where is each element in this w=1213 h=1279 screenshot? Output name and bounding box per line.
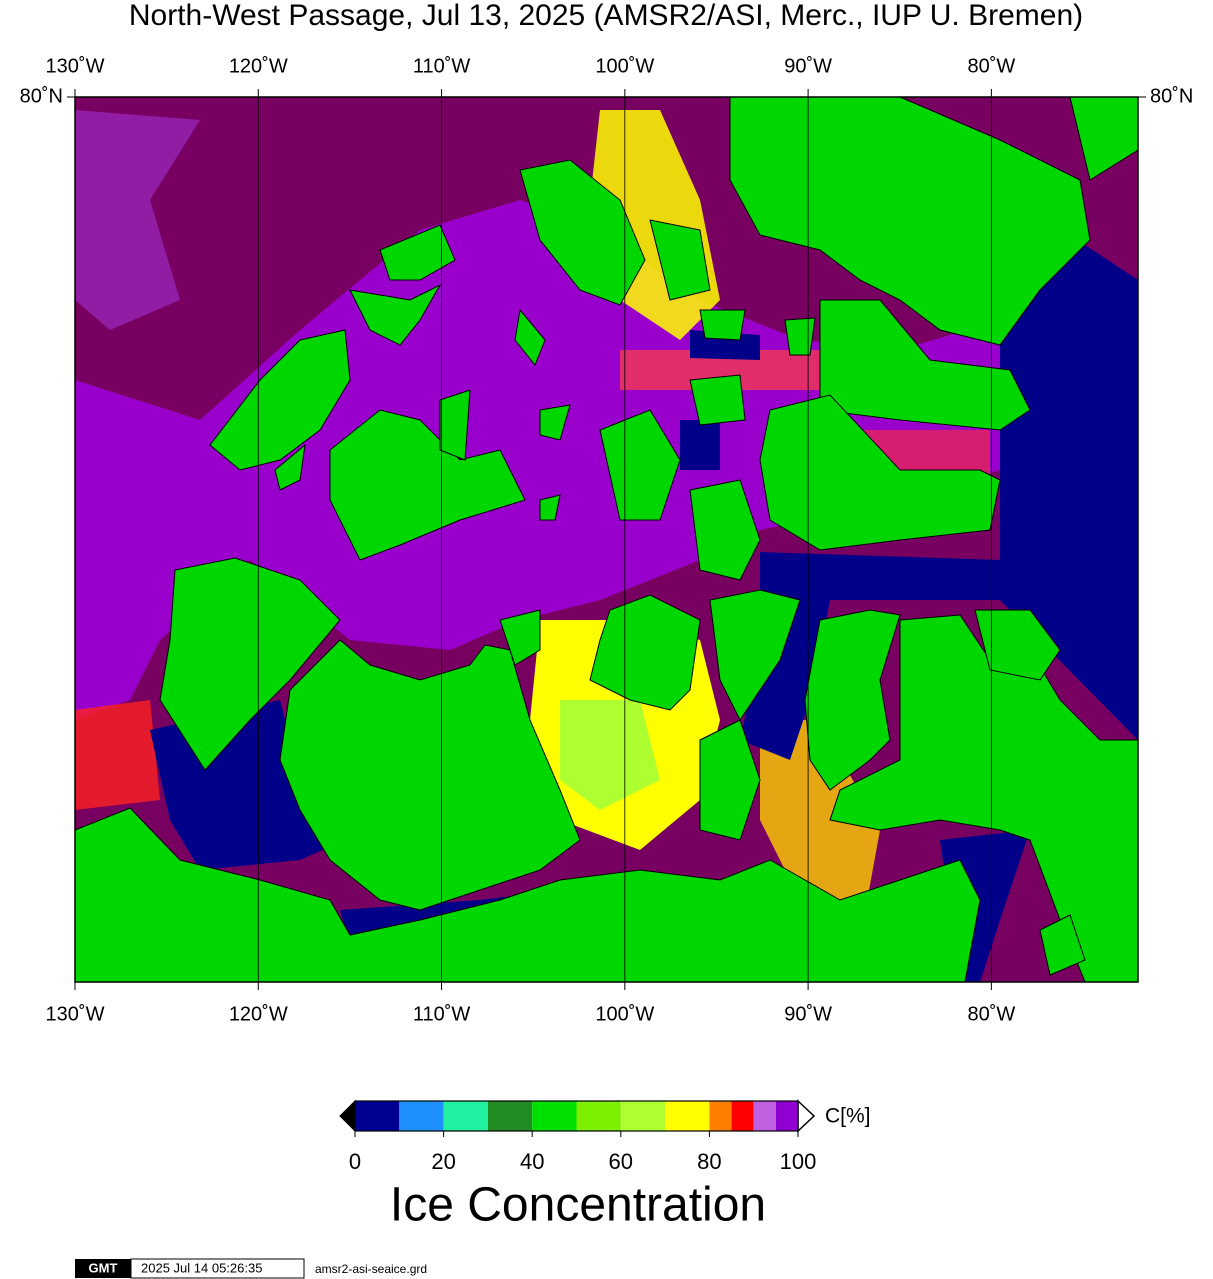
land bbox=[539, 404, 571, 441]
lon-tick-label: 100˚W bbox=[595, 55, 654, 77]
ice-region bbox=[560, 700, 660, 810]
lon-tick-label: 90˚W bbox=[784, 1003, 832, 1025]
open-water bbox=[740, 600, 830, 760]
source-file: amsr2-asi-seaice.grd bbox=[315, 1262, 427, 1276]
land bbox=[589, 594, 701, 711]
colorbar-tick-label: 0 bbox=[349, 1149, 361, 1174]
map-title: North-West Passage, Jul 13, 2025 (AMSR2/… bbox=[129, 0, 1083, 32]
land bbox=[649, 219, 711, 301]
land bbox=[759, 394, 1001, 551]
timestamp: 2025 Jul 14 05:26:35 bbox=[141, 1260, 262, 1275]
lat-tick-label: 80˚N bbox=[20, 85, 63, 107]
colorbar-bin bbox=[709, 1101, 732, 1131]
land bbox=[804, 609, 901, 791]
map bbox=[74, 96, 1139, 983]
colorbar-bin bbox=[355, 1101, 400, 1131]
land bbox=[539, 494, 561, 521]
land bbox=[974, 609, 1061, 681]
land bbox=[689, 479, 761, 581]
lon-tick-label: 120˚W bbox=[229, 55, 288, 77]
land bbox=[709, 589, 801, 721]
colorbar-tick-label: 60 bbox=[609, 1149, 633, 1174]
lon-tick-label: 130˚W bbox=[46, 1003, 105, 1025]
ice-region bbox=[75, 110, 200, 330]
open-water bbox=[680, 420, 720, 470]
graticule bbox=[75, 97, 1138, 982]
lon-tick-label: 90˚W bbox=[784, 55, 832, 77]
land bbox=[274, 443, 306, 491]
land bbox=[1039, 914, 1086, 976]
colorbar-frame bbox=[354, 1100, 799, 1132]
colorbar-bin bbox=[399, 1101, 444, 1131]
lon-tick-label: 80˚W bbox=[967, 55, 1015, 77]
colorbar-bin bbox=[731, 1101, 754, 1131]
land bbox=[514, 308, 546, 366]
ice-region bbox=[620, 350, 820, 390]
colorbar-bin bbox=[576, 1101, 621, 1131]
colorbar-under-arrow bbox=[339, 1099, 356, 1133]
colorbar-over-arrow bbox=[797, 1099, 816, 1133]
colorbar-unit: C[%] bbox=[825, 1105, 871, 1128]
land bbox=[784, 317, 816, 356]
colorbar-bin bbox=[532, 1101, 577, 1131]
ice-region bbox=[75, 700, 160, 810]
land bbox=[689, 374, 746, 426]
land bbox=[599, 409, 681, 521]
lon-tick-label: 100˚W bbox=[595, 1003, 654, 1025]
land bbox=[159, 557, 341, 771]
land bbox=[699, 719, 761, 841]
lon-tick-label: 80˚W bbox=[967, 1003, 1015, 1025]
land bbox=[349, 283, 442, 346]
lat-tick-label: 80˚N bbox=[1150, 85, 1193, 107]
land bbox=[209, 329, 351, 471]
open-water bbox=[760, 552, 1000, 600]
lon-tick-label: 110˚W bbox=[413, 1003, 471, 1025]
colorbar-bin bbox=[753, 1101, 776, 1131]
colorbar-bin bbox=[775, 1101, 798, 1131]
land bbox=[379, 224, 456, 281]
timestamp-box bbox=[130, 1258, 305, 1279]
land bbox=[439, 389, 471, 461]
colorbar-bin bbox=[620, 1101, 666, 1131]
land bbox=[75, 807, 981, 982]
land bbox=[729, 97, 1091, 346]
colorbar-bin bbox=[443, 1101, 488, 1131]
land bbox=[279, 639, 581, 911]
land bbox=[499, 609, 541, 666]
colorbar-tick-label: 80 bbox=[697, 1149, 721, 1174]
colorbar: C[%] Ice Concentration 0 20 40 60 80 100 bbox=[339, 1099, 871, 1232]
logo: GMT bbox=[89, 1260, 118, 1275]
logo-box bbox=[75, 1259, 131, 1278]
land bbox=[329, 409, 526, 561]
colorbar-tick-label: 20 bbox=[431, 1149, 455, 1174]
lon-tick-label: 130˚W bbox=[46, 55, 105, 77]
land bbox=[519, 159, 646, 306]
colorbar-bin bbox=[487, 1101, 533, 1131]
land bbox=[699, 309, 746, 341]
footer: GMT 2025 Jul 14 05:26:35 amsr2-asi-seaic… bbox=[75, 1258, 427, 1279]
colorbar-tick-label: 40 bbox=[520, 1149, 544, 1174]
colorbar-bin bbox=[665, 1101, 710, 1131]
lon-tick-label: 120˚W bbox=[229, 1003, 288, 1025]
land bbox=[1069, 97, 1138, 181]
map-frame bbox=[74, 96, 1139, 983]
colorbar-title: Ice Concentration bbox=[390, 1179, 766, 1232]
lon-tick-label: 110˚W bbox=[413, 55, 471, 77]
colorbar-tick-label: 100 bbox=[780, 1149, 817, 1174]
